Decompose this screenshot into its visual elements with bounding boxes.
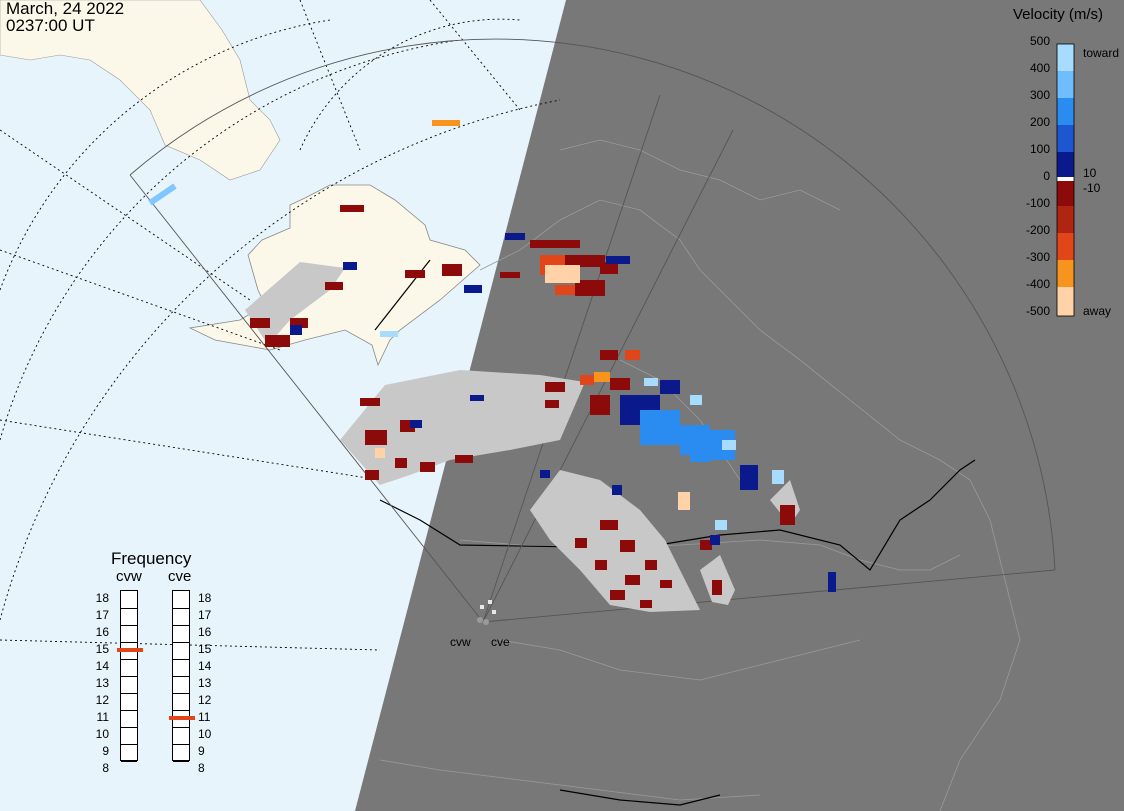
frequency-level-label: 16	[198, 625, 212, 639]
frequency-cell-divider	[173, 710, 189, 711]
colorbar-inner-tick: 10	[1083, 166, 1097, 180]
frequency-level-label: 13	[95, 676, 109, 690]
mexico-border	[559, 789, 721, 806]
colorbar-tick: 200	[1029, 115, 1050, 129]
frequency-cell-divider	[173, 625, 189, 626]
time-label: 0237:00 UT	[6, 16, 95, 35]
frequency-cell-divider	[121, 693, 137, 694]
toward-label: toward	[1083, 46, 1120, 60]
date-label: March, 24 2022	[6, 0, 125, 18]
frequency-level-label: 11	[96, 710, 109, 724]
colorbar-tick: 400	[1029, 61, 1050, 75]
colorbar-tick: 100	[1029, 142, 1050, 156]
frequency-cell-divider	[173, 676, 189, 677]
frequency-level-label: 14	[95, 659, 109, 673]
frequency-cell-divider	[173, 744, 189, 745]
radar-label-cvw: cvw	[450, 635, 471, 649]
frequency-level-label: 18	[95, 591, 109, 605]
frequency-cell-divider	[121, 710, 137, 711]
timestamp: March, 24 2022 0237:00 UT	[6, 0, 124, 34]
frequency-column-cve	[169, 590, 195, 762]
frequency-level-label: 17	[198, 608, 212, 622]
frequency-cell-divider	[121, 642, 137, 643]
colorbar-tick: 300	[1029, 88, 1050, 102]
frequency-level-label: 17	[95, 608, 109, 622]
radar-sites	[477, 600, 496, 625]
graticule	[0, 0, 561, 651]
frequency-cell-divider	[173, 727, 189, 728]
frequency-cell-divider	[121, 659, 137, 660]
frequency-level-label: 16	[95, 625, 109, 639]
away-label: away	[1083, 304, 1112, 318]
frequency-cell-divider	[173, 659, 189, 660]
frequency-cell-divider	[121, 608, 137, 609]
frequency-cell-divider	[173, 608, 189, 609]
colorbar-title: Velocity (m/s)	[1013, 6, 1104, 23]
frequency-level-label: 15	[95, 642, 109, 656]
siberia-land	[0, 0, 281, 181]
frequency-title: Frequency	[111, 549, 192, 568]
frequency-level-label: 8	[102, 761, 109, 775]
frequency-level-label: 9	[198, 744, 205, 758]
frequency-level-label: 15	[198, 642, 212, 656]
international-border	[379, 459, 976, 571]
frequency-left-radar: cvw	[116, 568, 142, 585]
colorbar-inner-tick: -10	[1083, 181, 1101, 195]
frequency-level-label: 18	[198, 591, 212, 605]
frequency-level-label: 14	[198, 659, 212, 673]
frequency-level-label: 12	[95, 693, 109, 707]
frequency-cell-divider	[173, 642, 189, 643]
frequency-cell-divider	[121, 761, 137, 762]
frequency-cell-divider	[173, 761, 189, 762]
velocity-colorbar	[1056, 43, 1075, 317]
frequency-level-label: 10	[95, 727, 109, 741]
frequency-level-label: 12	[198, 693, 212, 707]
colorbar-tick: 0	[1043, 169, 1050, 183]
frequency-level-label: 8	[198, 761, 205, 775]
frequency-level-label: 10	[198, 727, 212, 741]
velocity-cells	[148, 120, 836, 608]
frequency-right-radar: cve	[168, 568, 192, 585]
night-terminator	[355, 0, 1124, 811]
frequency-column-cvw	[117, 590, 143, 762]
cve-frequency-marker	[169, 716, 195, 720]
frequency-cell-divider	[121, 727, 137, 728]
colorbar-tick: -300	[1025, 250, 1050, 264]
frequency-level-label: 13	[198, 676, 212, 690]
colorbar-tick: -100	[1025, 196, 1050, 210]
frequency-cell-divider	[121, 625, 137, 626]
frequency-level-label: 9	[102, 744, 109, 758]
frequency-cell-divider	[121, 676, 137, 677]
cvw-frequency-marker	[117, 648, 143, 652]
colorbar-tick: -500	[1025, 304, 1050, 318]
radar-label-cve: cve	[491, 635, 510, 649]
frequency-cell-divider	[121, 744, 137, 745]
colorbar-tick: -400	[1025, 277, 1050, 291]
colorbar-tick: -200	[1025, 223, 1050, 237]
colorbar-tick: 500	[1029, 34, 1050, 48]
frequency-cell-divider	[173, 693, 189, 694]
frequency-level-label: 11	[198, 710, 211, 724]
